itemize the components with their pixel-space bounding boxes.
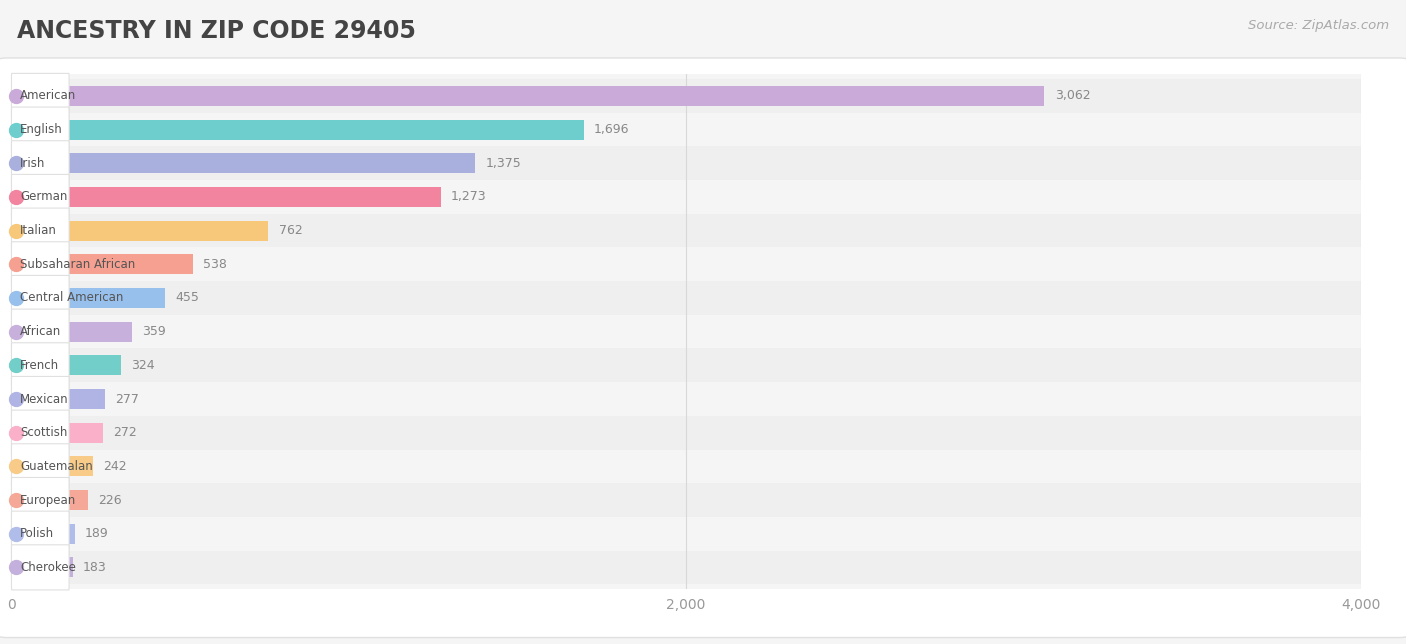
FancyBboxPatch shape <box>11 276 69 321</box>
FancyBboxPatch shape <box>11 73 69 118</box>
Text: German: German <box>20 191 67 204</box>
Text: French: French <box>20 359 59 372</box>
Text: Cherokee: Cherokee <box>20 561 76 574</box>
Text: 183: 183 <box>83 561 107 574</box>
Bar <box>11 214 1361 247</box>
FancyBboxPatch shape <box>11 343 69 388</box>
Text: Scottish: Scottish <box>20 426 67 439</box>
Text: Subsaharan African: Subsaharan African <box>20 258 135 271</box>
Bar <box>11 524 75 544</box>
Bar <box>11 315 1361 348</box>
FancyBboxPatch shape <box>11 107 69 152</box>
Bar <box>11 490 87 510</box>
Text: Central American: Central American <box>20 292 124 305</box>
Text: 3,062: 3,062 <box>1054 90 1090 102</box>
FancyBboxPatch shape <box>11 477 69 522</box>
Text: African: African <box>20 325 62 338</box>
Text: European: European <box>20 493 76 507</box>
Text: Italian: Italian <box>20 224 56 237</box>
Bar <box>11 551 1361 584</box>
FancyBboxPatch shape <box>11 242 69 287</box>
Bar <box>11 254 193 274</box>
Text: 455: 455 <box>174 292 198 305</box>
Bar <box>11 456 93 477</box>
Text: 324: 324 <box>131 359 155 372</box>
Text: 189: 189 <box>86 527 108 540</box>
Text: 538: 538 <box>202 258 226 271</box>
Bar <box>11 321 132 342</box>
Bar <box>11 187 441 207</box>
Bar <box>11 288 165 308</box>
Bar <box>11 416 1361 450</box>
FancyBboxPatch shape <box>11 175 69 220</box>
Text: 242: 242 <box>103 460 127 473</box>
Bar <box>11 281 1361 315</box>
FancyBboxPatch shape <box>11 545 69 590</box>
FancyBboxPatch shape <box>11 208 69 253</box>
Text: ANCESTRY IN ZIP CODE 29405: ANCESTRY IN ZIP CODE 29405 <box>17 19 416 43</box>
FancyBboxPatch shape <box>11 377 69 422</box>
Bar <box>11 517 1361 551</box>
Text: English: English <box>20 123 63 136</box>
Bar <box>11 483 1361 517</box>
Bar <box>11 389 104 409</box>
Bar <box>11 450 1361 483</box>
Bar <box>11 247 1361 281</box>
Text: Mexican: Mexican <box>20 392 69 406</box>
Bar <box>11 422 103 443</box>
Bar <box>11 180 1361 214</box>
Bar <box>11 120 583 140</box>
Bar <box>11 220 269 241</box>
Text: 762: 762 <box>278 224 302 237</box>
Bar <box>11 79 1361 113</box>
Text: 272: 272 <box>112 426 136 439</box>
Bar <box>11 146 1361 180</box>
Bar <box>11 348 1361 382</box>
Text: 277: 277 <box>115 392 139 406</box>
Text: 226: 226 <box>97 493 121 507</box>
FancyBboxPatch shape <box>11 141 69 186</box>
Text: 1,696: 1,696 <box>593 123 628 136</box>
Text: 359: 359 <box>142 325 166 338</box>
Bar <box>11 355 121 375</box>
Bar <box>11 153 475 173</box>
FancyBboxPatch shape <box>11 511 69 556</box>
Bar <box>11 113 1361 146</box>
FancyBboxPatch shape <box>11 410 69 455</box>
Bar <box>11 382 1361 416</box>
Bar <box>11 557 73 578</box>
Text: 1,273: 1,273 <box>451 191 486 204</box>
Text: Guatemalan: Guatemalan <box>20 460 93 473</box>
Text: American: American <box>20 90 76 102</box>
Text: Polish: Polish <box>20 527 55 540</box>
Text: 1,375: 1,375 <box>485 156 522 170</box>
Text: Irish: Irish <box>20 156 45 170</box>
FancyBboxPatch shape <box>11 309 69 354</box>
Bar <box>11 86 1045 106</box>
FancyBboxPatch shape <box>11 444 69 489</box>
Text: Source: ZipAtlas.com: Source: ZipAtlas.com <box>1249 19 1389 32</box>
